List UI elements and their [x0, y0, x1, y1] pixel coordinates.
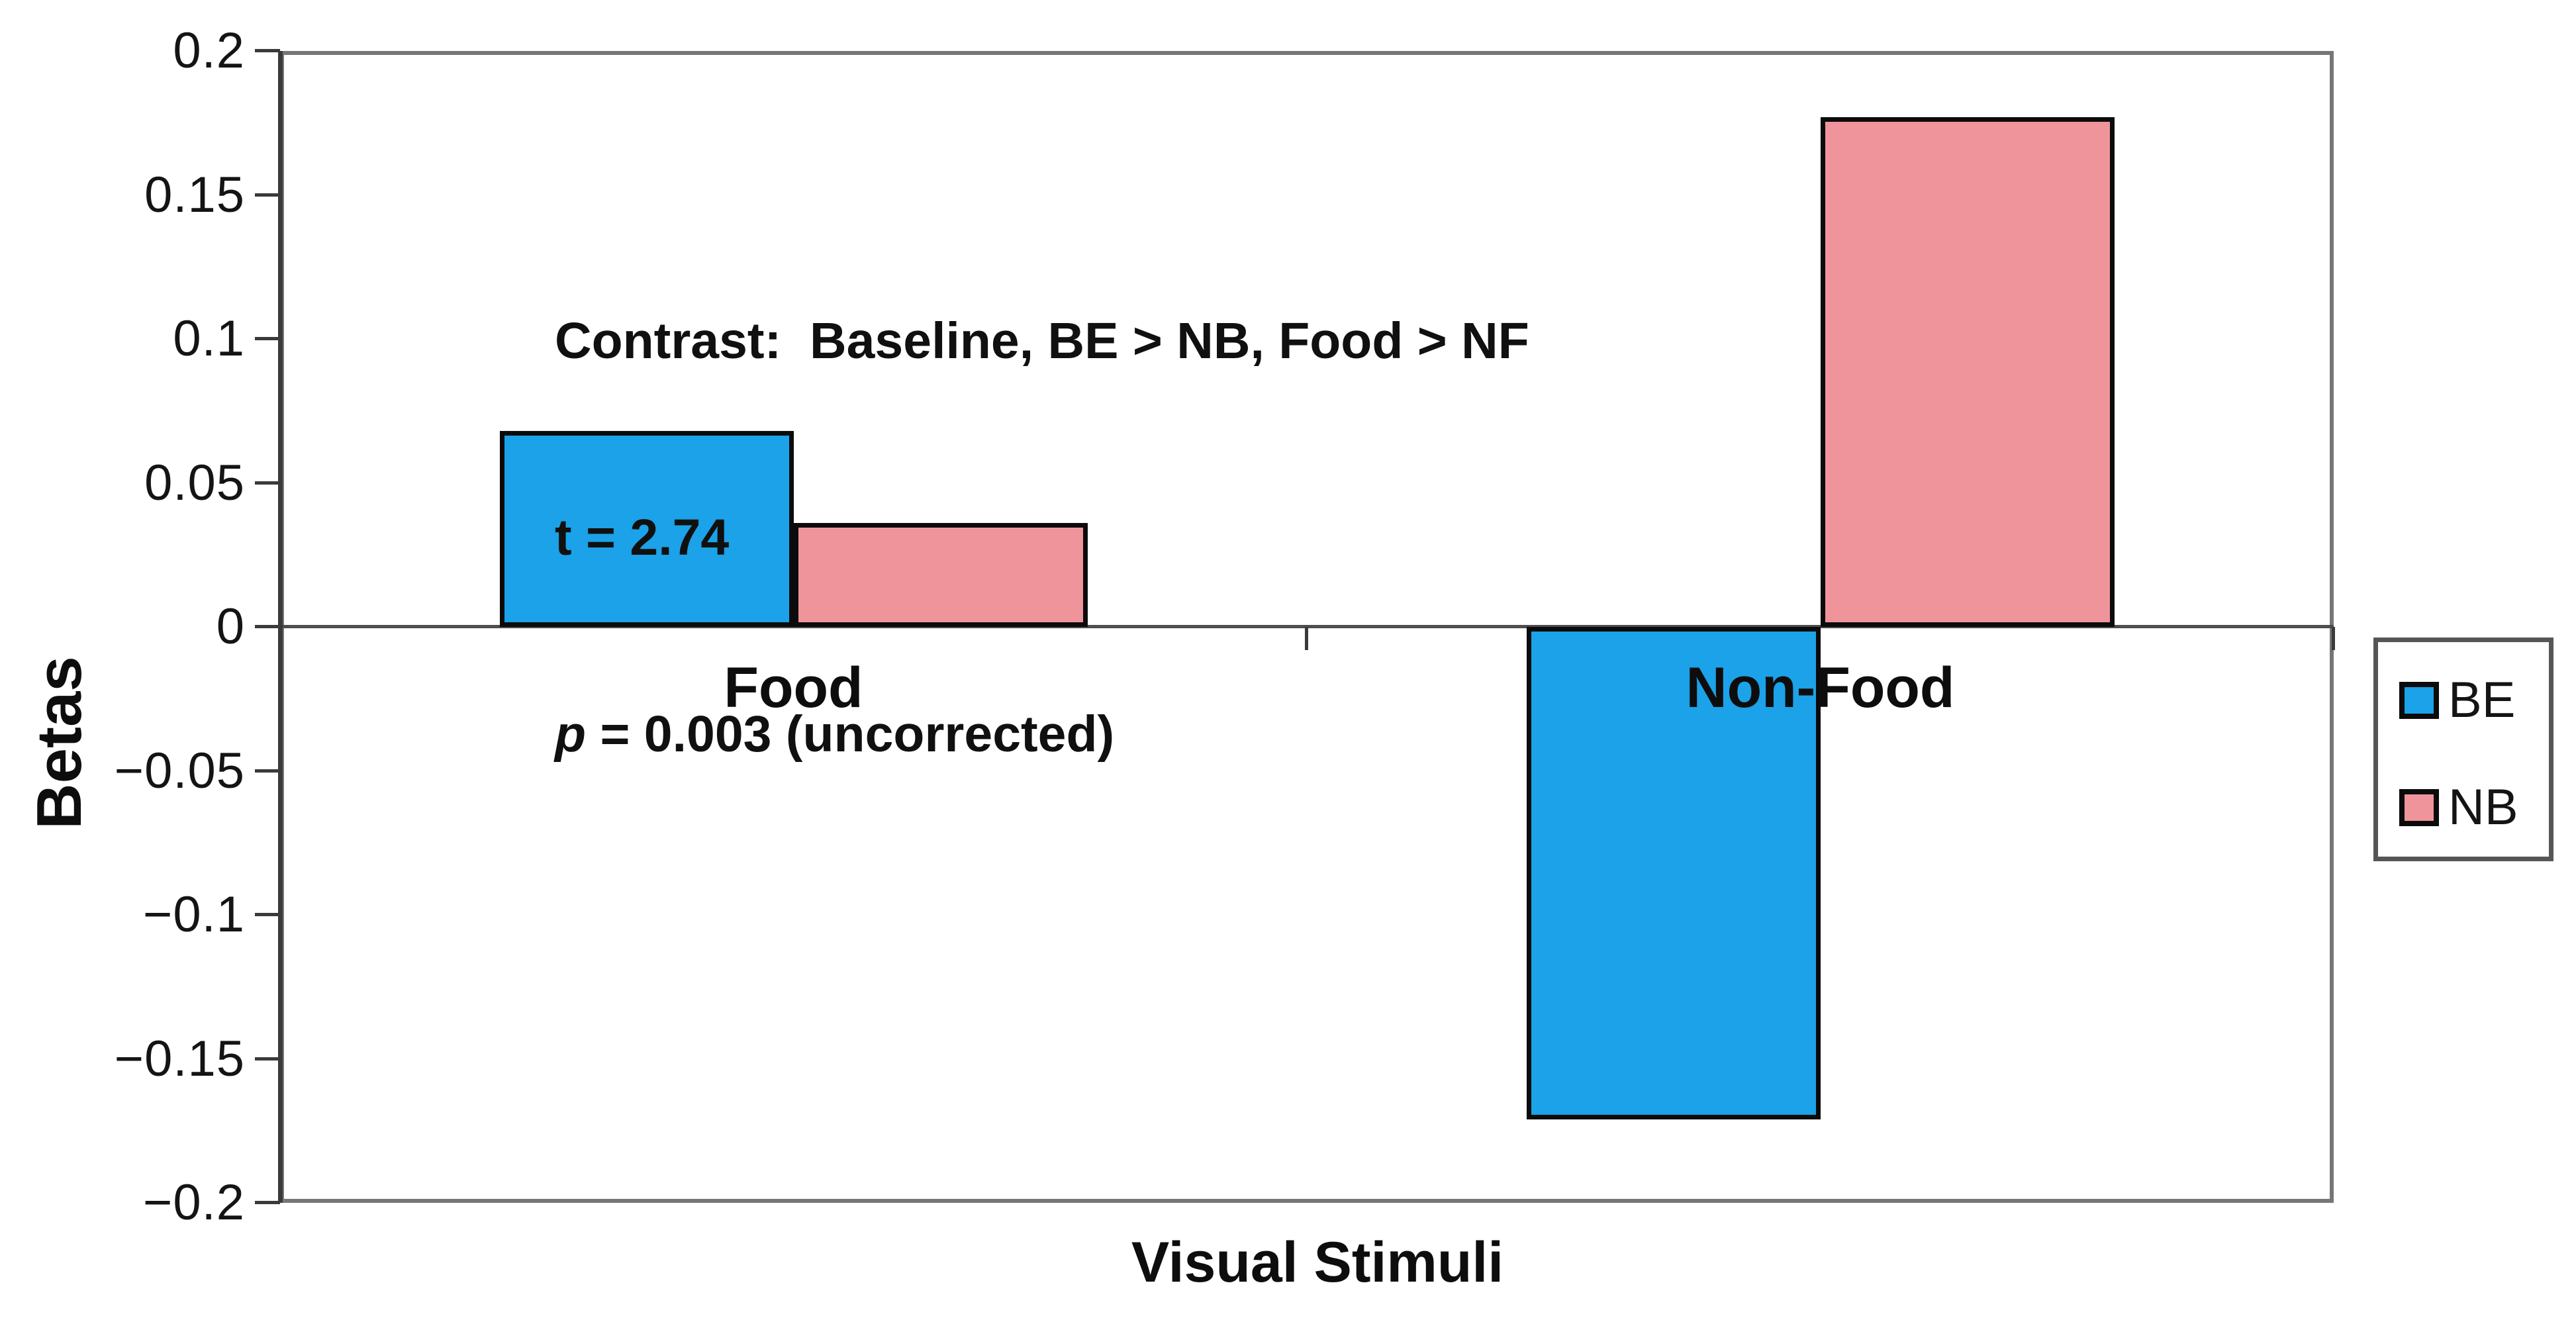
y-tick-mark — [255, 913, 280, 916]
legend-label-nb: NB — [2448, 779, 2518, 835]
y-tick-label: −0.15 — [114, 1030, 245, 1087]
zero-baseline — [280, 625, 2334, 628]
x-tick-mark — [1305, 627, 1308, 650]
legend-item-nb: NB — [2399, 781, 2518, 834]
annotation-t-line: t = 2.74 — [555, 509, 730, 566]
legend-item-be: BE — [2399, 674, 2515, 727]
y-tick-label: 0.2 — [173, 23, 245, 79]
y-tick-label: 0.05 — [144, 454, 245, 511]
legend: BE NB — [2373, 637, 2553, 861]
annotation-p-value: = 0.003 (uncorrected) — [586, 706, 1115, 763]
stats-annotation: Contrast: Baseline, BE > NB, Food > NF t… — [555, 177, 1529, 898]
bar-non-food-be — [1526, 627, 1821, 1119]
legend-label-be: BE — [2448, 672, 2516, 728]
y-tick-label: −0.2 — [142, 1174, 245, 1231]
y-tick-mark — [255, 1201, 280, 1204]
y-tick-mark — [255, 337, 280, 340]
y-tick-label: 0 — [216, 598, 245, 655]
y-tick-mark — [255, 481, 280, 485]
legend-swatch-be — [2399, 682, 2439, 719]
x-tick-mark — [2332, 627, 2335, 650]
y-tick-label: −0.1 — [142, 886, 245, 943]
category-label-non-food: Non-Food — [1686, 656, 1955, 720]
y-tick-mark — [255, 49, 280, 52]
y-axis-title: Betas — [24, 656, 95, 829]
y-tick-mark — [255, 193, 280, 197]
y-tick-mark — [255, 769, 280, 773]
annotation-p-line: p = 0.003 (uncorrected) — [555, 702, 1529, 767]
x-tick-mark — [278, 627, 281, 650]
bar-non-food-nb — [1820, 117, 2115, 627]
x-axis-title: Visual Stimuli — [1131, 1231, 1504, 1294]
annotation-contrast-line: Contrast: Baseline, BE > NB, Food > NF — [555, 312, 1529, 369]
y-tick-label: −0.05 — [114, 742, 245, 799]
y-tick-mark — [255, 625, 280, 628]
y-tick-label: 0.15 — [144, 166, 245, 223]
y-tick-label: 0.1 — [173, 310, 245, 367]
annotation-p-symbol: p — [555, 706, 587, 763]
category-label-food: Food — [724, 656, 863, 720]
y-tick-mark — [255, 1057, 280, 1061]
legend-swatch-nb — [2399, 789, 2439, 826]
bar-food-be — [499, 431, 794, 627]
bar-food-nb — [793, 523, 1088, 627]
